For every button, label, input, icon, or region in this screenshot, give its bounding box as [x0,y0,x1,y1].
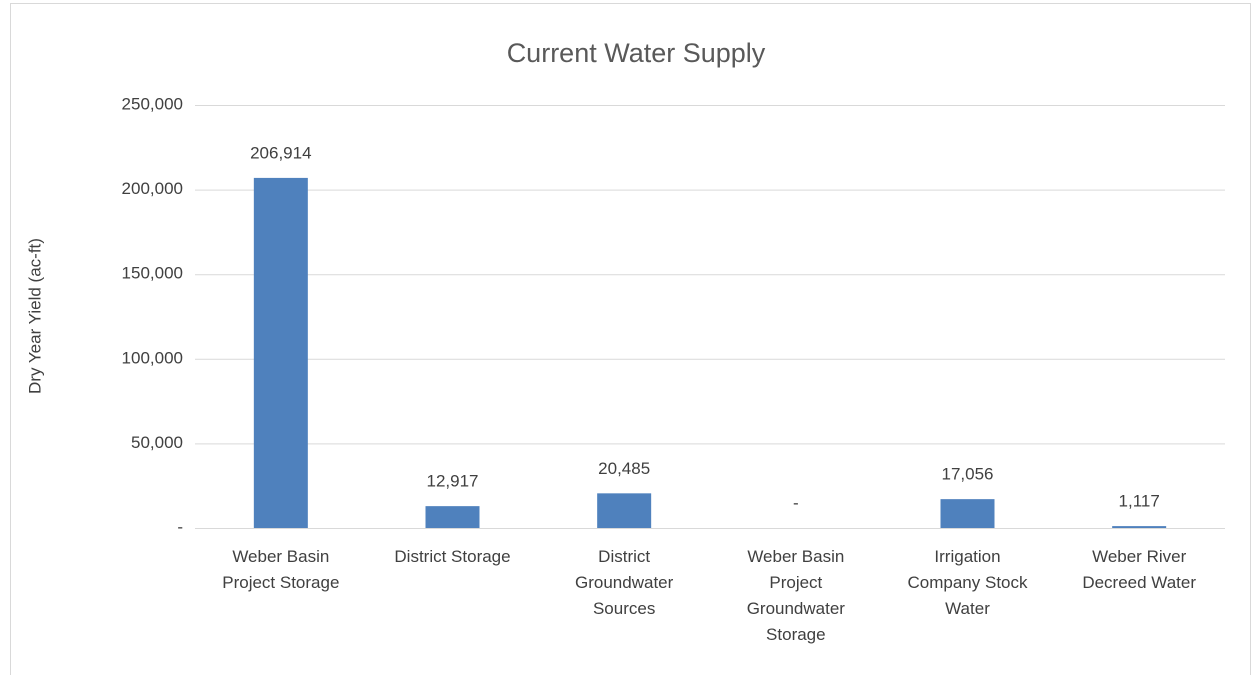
data-label: 20,485 [598,459,650,478]
y-tick-label: 150,000 [122,264,183,283]
x-tick-label: District Storage [394,547,511,566]
data-label: 206,914 [250,143,311,162]
data-label: 17,056 [942,465,994,484]
x-tick-label: Weber Basin Project Storage [222,547,340,592]
y-tick-label: - [177,517,183,536]
y-tick-label: 50,000 [131,433,183,452]
x-tick-label: Weber River Decreed Water [1082,547,1196,592]
y-axis-label: Dry Year Yield (ac-ft) [25,238,44,394]
y-tick-label: 200,000 [122,179,183,198]
bar [597,493,652,528]
y-tick-label: 100,000 [122,348,183,367]
y-tick-label: 250,000 [122,94,183,113]
x-tick-label: Weber Basin Project Groundwater Storage [746,547,845,644]
chart-title: Current Water Supply [507,38,766,68]
bar [253,177,308,529]
bar [1112,526,1167,528]
bar [425,506,480,528]
chart-border [10,3,1251,675]
x-tick-label: Irrigation Company Stock Water [907,547,1028,618]
data-label: 1,117 [1119,492,1160,511]
bar [940,499,995,528]
data-label: - [793,493,799,512]
data-label: 12,917 [427,472,479,491]
x-tick-label: District Groundwater Sources [575,547,674,618]
